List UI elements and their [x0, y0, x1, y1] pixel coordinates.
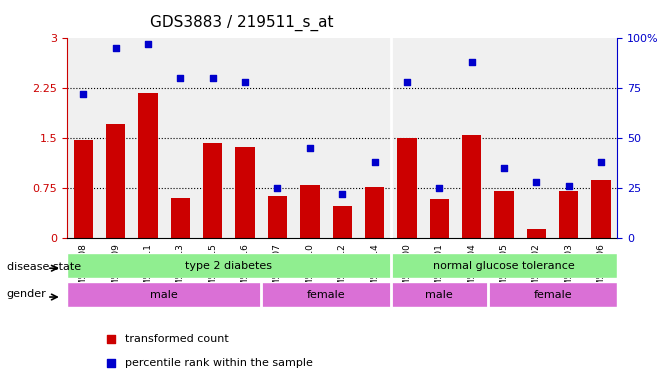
- Point: [499, 165, 509, 171]
- Text: transformed count: transformed count: [125, 334, 229, 344]
- Point: [337, 191, 348, 197]
- Text: percentile rank within the sample: percentile rank within the sample: [125, 358, 313, 368]
- Bar: [429, 199, 449, 238]
- Bar: [74, 140, 93, 238]
- Text: GDS3883 / 219511_s_at: GDS3883 / 219511_s_at: [150, 15, 333, 31]
- Point: [531, 179, 541, 185]
- Bar: [495, 192, 514, 238]
- Point: [466, 59, 477, 65]
- FancyBboxPatch shape: [261, 282, 391, 307]
- Bar: [106, 124, 125, 238]
- Point: [175, 75, 186, 81]
- Bar: [333, 206, 352, 238]
- Text: female: female: [533, 290, 572, 300]
- Bar: [397, 138, 417, 238]
- Point: [369, 159, 380, 165]
- FancyBboxPatch shape: [391, 282, 488, 307]
- FancyBboxPatch shape: [391, 253, 617, 278]
- Bar: [300, 185, 319, 238]
- Text: type 2 diabetes: type 2 diabetes: [185, 261, 272, 271]
- Bar: [203, 143, 223, 238]
- Point: [434, 185, 445, 191]
- Bar: [138, 93, 158, 238]
- Point: [564, 183, 574, 189]
- Point: [305, 145, 315, 151]
- Bar: [559, 192, 578, 238]
- Point: [78, 91, 89, 98]
- Bar: [170, 198, 190, 238]
- Text: male: male: [425, 290, 453, 300]
- Bar: [591, 179, 611, 238]
- Point: [596, 159, 607, 165]
- Bar: [236, 147, 255, 238]
- Point: [401, 79, 412, 85]
- Point: [207, 75, 218, 81]
- Bar: [462, 135, 481, 238]
- Bar: [527, 229, 546, 238]
- FancyBboxPatch shape: [67, 253, 391, 278]
- Text: male: male: [150, 290, 178, 300]
- Point: [240, 79, 250, 85]
- Text: normal glucose tolerance: normal glucose tolerance: [433, 261, 575, 271]
- Text: disease state: disease state: [7, 262, 81, 272]
- Bar: [365, 187, 384, 238]
- FancyBboxPatch shape: [67, 282, 261, 307]
- FancyBboxPatch shape: [488, 282, 617, 307]
- Point: [143, 41, 154, 48]
- Text: female: female: [307, 290, 346, 300]
- Text: gender: gender: [7, 289, 46, 299]
- Point: [110, 45, 121, 51]
- Bar: [268, 196, 287, 238]
- Point: [272, 185, 283, 191]
